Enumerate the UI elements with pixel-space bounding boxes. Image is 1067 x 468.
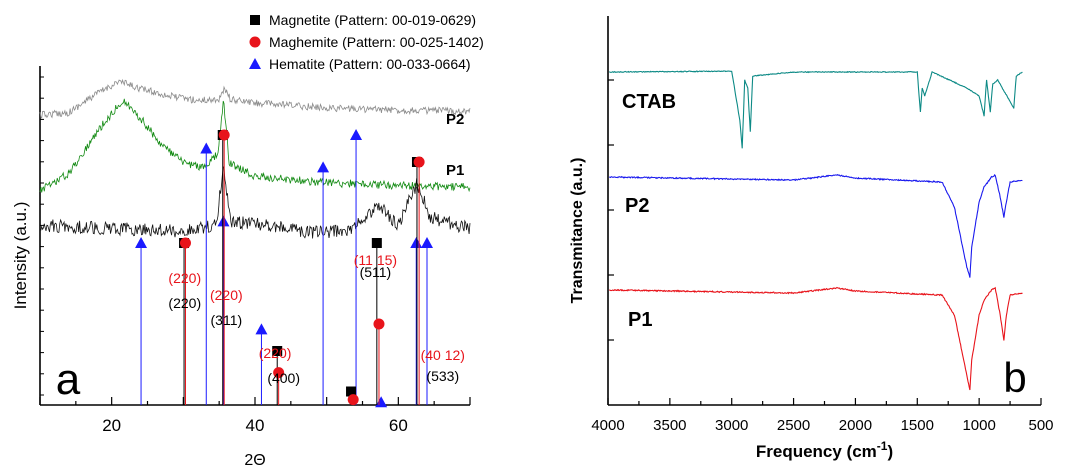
maghemite-marker <box>347 394 359 406</box>
maghemite-marker <box>373 318 385 330</box>
panel-a-xrd-chart: 20 40 60 2Θ Intensity (a.u.) a Magnetite (Patt… <box>11 12 484 468</box>
panel-a-y-axis-label: Intensity (a.u.) <box>11 202 30 310</box>
miller-index-label: (220) <box>168 270 201 286</box>
panel-b-y-axis-label: Transmitance (a.u.) <box>569 158 586 304</box>
label-p1-ftir: P1 <box>628 309 652 331</box>
panel-b-x-tick-label: 2500 <box>777 417 810 434</box>
ftir-trace-ctab <box>608 70 1023 149</box>
panel-b-letter: b <box>1003 354 1026 401</box>
magnetite-marker <box>371 238 382 248</box>
label-ctab: CTAB <box>622 91 676 113</box>
hematite-marker <box>255 323 268 335</box>
miller-index-label: (220) <box>210 287 243 303</box>
panel-a-x-tick-label: 60 <box>389 416 408 435</box>
panel-b-x-tick-label: 2000 <box>839 417 872 434</box>
legend-entry-label: Maghemite (Pattern: 00-025-1402) <box>269 34 484 50</box>
legend-magnetite-marker <box>250 15 260 25</box>
hematite-marker <box>217 215 230 227</box>
magnetite-marker <box>346 386 357 397</box>
miller-index-label: (311) <box>211 312 243 328</box>
miller-index-label: (40 12) <box>421 347 465 363</box>
magnetite-marker <box>272 346 283 356</box>
panel-b-x-tick-label: 1000 <box>962 417 995 434</box>
hematite-marker <box>317 161 330 173</box>
ftir-trace-p1 <box>609 286 1023 391</box>
maghemite-marker <box>413 156 425 168</box>
xrd-trace-sample <box>39 166 471 239</box>
legend-entry-label: Hematite (Pattern: 00-033-0664) <box>269 56 471 72</box>
label-p2-ftir: P2 <box>625 195 649 217</box>
panel-a-x-tick-label: 40 <box>246 416 265 435</box>
panel-b-x-axis-label-sup: -1 <box>877 439 888 453</box>
hematite-marker <box>200 142 213 154</box>
panel-a-letter: a <box>56 355 81 404</box>
maghemite-marker <box>273 367 285 379</box>
hematite-marker <box>135 237 148 248</box>
panel-b-ftir-chart: 4000 3500 3000 2500 2000 1500 1000 500 Frequency… <box>569 16 1054 461</box>
xrd-trace-p1 <box>39 98 471 193</box>
panel-b-x-axis-label-end: ) <box>887 442 893 461</box>
panel-a-x-tick-label: 20 <box>102 416 121 435</box>
panel-a-x-axis-label: 2Θ <box>244 452 265 468</box>
ftir-trace-p2 <box>609 174 1023 278</box>
maghemite-marker <box>179 237 191 249</box>
hematite-marker <box>421 237 433 248</box>
panel-b-x-tick-label: 3000 <box>715 417 748 434</box>
legend-entry-label: Magnetite (Pattern: 00-019-0629) <box>269 12 476 28</box>
miller-index-label: (220) <box>168 295 201 311</box>
panel-b-x-tick-label: 4000 <box>591 417 624 434</box>
label-p2: P2 <box>446 111 464 128</box>
miller-index-label: (511) <box>360 264 392 280</box>
legend-hematite-marker <box>249 58 261 69</box>
miller-index-label: (400) <box>267 370 300 386</box>
panel-b-x-tick-label: 3500 <box>653 417 686 434</box>
panel-b-x-tick-label: 1500 <box>901 417 934 434</box>
hematite-marker <box>375 396 388 408</box>
label-p1: P1 <box>446 162 464 179</box>
miller-index-label: (220) <box>259 345 292 361</box>
maghemite-marker <box>218 129 230 141</box>
panel-b-x-tick-label: 500 <box>1028 417 1053 434</box>
panel-b-x-axis-label-text: Frequency (cm <box>756 442 877 461</box>
miller-index-label: (533) <box>426 368 459 384</box>
hematite-marker <box>410 237 423 248</box>
hematite-marker <box>350 129 363 140</box>
legend-maghemite-marker <box>249 36 261 48</box>
xrd-trace-p2 <box>39 78 471 119</box>
panel-b-x-axis-label: Frequency (cm-1) <box>756 439 893 461</box>
miller-index-label: (11 15) <box>354 252 397 268</box>
